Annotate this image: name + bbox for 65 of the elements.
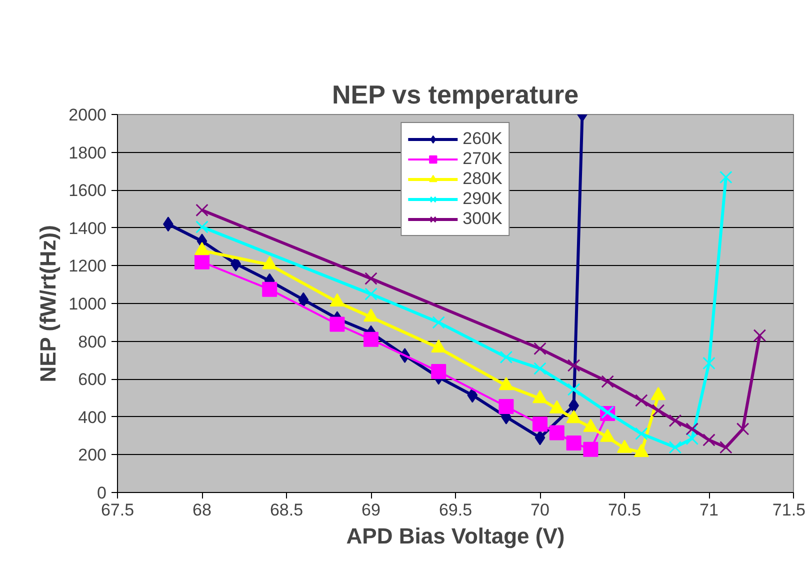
point [500, 350, 513, 364]
point [498, 399, 514, 414]
x-tick-label: 70.5 [608, 500, 642, 520]
point [583, 442, 598, 457]
point [196, 204, 208, 217]
point [549, 425, 564, 440]
y-tick-label: 400 [78, 408, 107, 427]
legend-label: 300K [462, 209, 502, 229]
point [668, 440, 682, 454]
x-tick-label: 69.5 [438, 500, 472, 520]
point [634, 394, 648, 407]
x-axis-title: APD Bias Voltage (V) [346, 524, 565, 548]
point [262, 282, 278, 297]
y-tick-label: 1800 [68, 143, 107, 162]
point [686, 422, 699, 436]
point [719, 440, 732, 454]
x-tick-label: 71.5 [772, 500, 805, 520]
y-axis-title: NEP (fW/rt(Hz)) [36, 225, 61, 382]
point [702, 434, 716, 446]
point [567, 383, 580, 396]
point [330, 316, 345, 332]
point [534, 430, 546, 446]
legend-label: 270K [462, 149, 502, 169]
point [194, 254, 210, 270]
point [196, 220, 208, 234]
legend-label: 260K [462, 129, 502, 149]
point [736, 422, 750, 436]
point [534, 342, 546, 356]
x-tick-label: 71 [700, 500, 718, 520]
point [566, 435, 582, 450]
point [601, 375, 614, 388]
y-tick-label: 1400 [68, 218, 107, 238]
point [364, 288, 378, 300]
x-tick-label: 67.5 [100, 500, 134, 520]
point [652, 404, 665, 417]
point [719, 170, 732, 184]
x-tick-label: 68 [192, 500, 212, 520]
y-tick-label: 200 [78, 446, 107, 465]
point [467, 388, 478, 403]
y-tick-label: 1200 [68, 256, 107, 276]
y-tick-label: 1000 [68, 294, 107, 314]
x-tick-label: 69 [362, 500, 380, 520]
x-tick-label: 70 [530, 500, 550, 520]
y-tick-label: 2000 [68, 106, 107, 124]
point [753, 329, 766, 342]
point [686, 432, 699, 446]
legend-label: 290K [462, 189, 502, 209]
point [702, 356, 716, 370]
point [364, 332, 378, 347]
point [668, 414, 682, 428]
chart-title: NEP vs temperature [332, 80, 579, 110]
y-tick-label: 0 [97, 484, 107, 502]
point [634, 427, 648, 440]
y-tick-label: 800 [78, 332, 107, 352]
point [532, 416, 548, 432]
point [534, 362, 546, 375]
y-tick-label: 1600 [68, 181, 107, 200]
point [567, 359, 580, 372]
point [364, 272, 378, 285]
x-tick-label: 68.5 [270, 500, 304, 520]
y-tick-label: 600 [78, 370, 107, 390]
legend-label: 280K [462, 169, 502, 189]
point [431, 364, 446, 380]
point [298, 292, 309, 308]
point [432, 316, 446, 329]
